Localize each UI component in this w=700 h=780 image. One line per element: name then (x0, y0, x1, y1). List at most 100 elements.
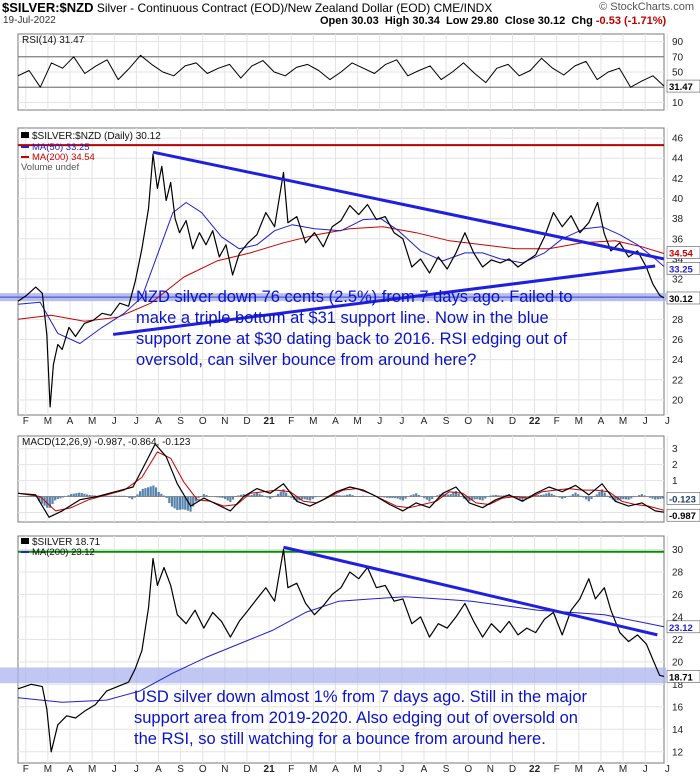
high-value: 30.34 (412, 15, 440, 27)
usd-tick-label: 14 (672, 725, 684, 736)
nzd-month-label: M (619, 416, 627, 427)
nzd-month-label: 22 (529, 416, 541, 427)
usd-month-label: J (134, 764, 139, 775)
nzd-legend-ma50: MA(50) 33.25 (32, 142, 90, 153)
nzd-last-ma200: 34.54 (669, 248, 693, 259)
chart-date: 19-Jul-2022 (3, 15, 56, 26)
nzd-legend-volume: Volume undef (21, 162, 79, 173)
nzd-last-price: 30.12 (669, 294, 693, 305)
rsi-last-value-box (666, 79, 700, 93)
usd-month-label: M (88, 764, 96, 775)
nzd-tick-label: 46 (672, 134, 684, 145)
nzd-tick-label: 28 (672, 315, 684, 326)
nzd-month-label: F (554, 416, 560, 427)
usd-month-label: D (243, 764, 250, 775)
chart-title: $SILVER:$NZD Silver - Continuous Contrac… (2, 0, 492, 15)
close-label: Close (504, 15, 535, 27)
close-value: 30.12 (537, 15, 566, 27)
usd-tick-label: 22 (672, 635, 684, 646)
rsi-line (17, 54, 665, 88)
nzd-month-label: M (575, 416, 583, 427)
nzd-month-label: J (377, 416, 382, 427)
nzd-month-label: A (598, 416, 605, 427)
nzd-month-label: O (199, 416, 207, 427)
usd-tick-label: 24 (672, 612, 684, 623)
usd-month-label: 21 (264, 764, 276, 775)
usd-month-label: J (377, 764, 382, 775)
usd-month-label: D (509, 764, 516, 775)
nzd-month-label: A (421, 416, 428, 427)
nzd-tick-label: 32 (672, 275, 684, 286)
nzd-tick-label: 38 (672, 214, 684, 225)
exchange-label: CME/INDX (433, 1, 493, 15)
nzd-trendline-1 (152, 150, 665, 261)
usd-month-label: J (665, 764, 670, 775)
nzd-tick-label: 26 (672, 335, 684, 346)
usd-month-label: A (332, 764, 339, 775)
chg-label: Chg (571, 15, 593, 27)
usd-month-label: N (221, 764, 228, 775)
description-label: Silver - Continuous Contract (EOD)/New Z… (96, 1, 431, 15)
nzd-annotation-line: make a triple bottom at $31 support line… (136, 309, 549, 327)
nzd-month-label: N (487, 416, 494, 427)
usd-last-ma200-box (666, 620, 700, 634)
macd-last-hist-box (666, 492, 700, 505)
nzd-month-label: J (643, 416, 648, 427)
nzd-annotation-line: NZD silver down 76 cents (2.5%) from 7 d… (136, 288, 573, 306)
usd-tick-label: 30 (672, 545, 684, 556)
usd-tick-label: 26 (672, 590, 684, 601)
nzd-month-label: J (665, 416, 670, 427)
usd-legend-price: $SILVER 18.71 (32, 537, 101, 548)
usd-month-label: J (112, 764, 117, 775)
nzd-month-label: F (23, 416, 29, 427)
high-label: High (384, 15, 410, 27)
nzd-month-label: D (243, 416, 250, 427)
usd-tick-label: 18 (672, 680, 684, 691)
nzd-last-ma50: 33.25 (669, 264, 693, 275)
rsi-tick-label: 10 (672, 98, 684, 109)
usd-month-label: M (619, 764, 627, 775)
nzd-month-label: M (88, 416, 96, 427)
usd-month-label: S (443, 764, 450, 775)
nzd-month-label: 21 (264, 416, 276, 427)
macd-tick-label: 3 (672, 444, 678, 455)
nzd-legend-ma200: MA(200) 34.54 (32, 152, 95, 163)
nzd-last-price-box (666, 291, 700, 305)
usd-tick-label: 12 (672, 747, 684, 758)
usd-month-label: A (421, 764, 428, 775)
low-label: Low (446, 15, 469, 27)
open-value: 30.03 (351, 15, 379, 27)
usd-month-label: F (554, 764, 560, 775)
nzd-month-label: J (112, 416, 117, 427)
nzd-tick-label: 22 (672, 375, 684, 386)
macd-last-hist: -0.123 (669, 494, 696, 505)
nzd-last-ma50-box (666, 262, 700, 275)
usd-month-label: O (464, 764, 472, 775)
usd-last-price: 18.71 (669, 672, 693, 683)
usd-support-zone (0, 667, 666, 684)
rsi-last-value: 31.47 (669, 82, 693, 93)
usd-month-label: O (199, 764, 207, 775)
usd-month-label: A (67, 764, 74, 775)
usd-month-label: F (23, 764, 29, 775)
nzd-tick-label: 24 (672, 355, 684, 366)
brand-watermark: © StockCharts.com (599, 1, 694, 13)
nzd-last-ma200-box (666, 246, 700, 259)
rsi-tick-label: 50 (672, 68, 684, 79)
nzd-month-label: A (332, 416, 339, 427)
usd-legend-ma200: MA(200) 23.12 (32, 547, 95, 558)
nzd-trendline-2 (112, 264, 656, 336)
nzd-month-label: J (134, 416, 139, 427)
usd-tick-label: 16 (672, 702, 684, 713)
usd-month-label: J (399, 764, 404, 775)
open-label: Open (320, 15, 349, 27)
usd-month-label: A (598, 764, 605, 775)
usd-annotation-line: USD silver down almost 1% from 7 days ag… (134, 688, 588, 706)
nzd-tick-label: 36 (672, 234, 684, 245)
usd-month-label: N (487, 764, 494, 775)
macd-tick-label: 2 (672, 460, 678, 471)
usd-month-label: M (575, 764, 583, 775)
